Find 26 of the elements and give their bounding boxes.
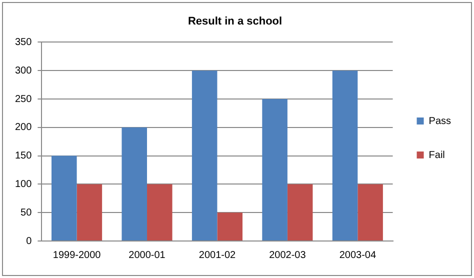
y-tick-label: 150 — [14, 150, 32, 162]
bar — [52, 156, 77, 240]
x-tick-label: 2001-02 — [198, 250, 236, 261]
y-tick-label: 250 — [14, 94, 32, 105]
y-tick-label: 350 — [14, 36, 32, 48]
bar — [358, 184, 383, 240]
bar — [287, 184, 313, 240]
bar — [262, 99, 288, 240]
x-tick-label: 1999-2000 — [52, 250, 102, 261]
bar — [332, 70, 358, 240]
y-tick-label: 100 — [14, 178, 32, 190]
x-tick-label: 2000-01 — [128, 250, 166, 261]
bar — [122, 127, 148, 240]
bar — [76, 184, 102, 240]
bar — [192, 70, 218, 240]
y-tick-label: 200 — [14, 122, 32, 134]
x-tick-label: 2002-03 — [269, 250, 306, 261]
y-tick-label: 50 — [20, 207, 32, 218]
bar — [217, 212, 243, 240]
legend-label: Pass — [428, 116, 452, 127]
bar — [147, 184, 172, 240]
y-tick-label: 300 — [14, 65, 32, 76]
legend-label: Fail — [428, 150, 445, 161]
chart-title: Result in a school — [188, 16, 282, 28]
x-tick-label: 2003-04 — [339, 250, 376, 261]
y-tick-label: 0 — [26, 236, 32, 247]
